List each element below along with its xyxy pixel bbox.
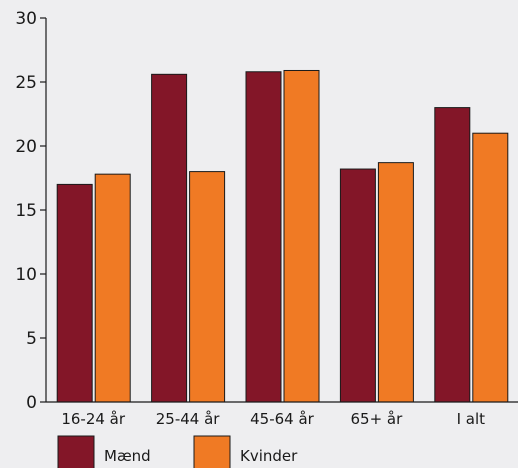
legend-swatch-kvinder	[193, 435, 231, 468]
bar-kvinder-1	[189, 171, 226, 403]
x-tick-label: 65+ år	[351, 410, 404, 428]
legend-label-kvinder: Kvinder	[240, 447, 298, 465]
bars	[56, 69, 509, 403]
bar-kvinder-3	[377, 162, 414, 403]
x-tick-label: 25-44 år	[156, 410, 221, 428]
bar-maend-3	[339, 168, 376, 403]
x-tick-label: I alt	[457, 410, 486, 428]
y-axis: 0 5 10 15 20 25 30	[15, 9, 47, 413]
legend: Mænd Kvinder	[57, 435, 298, 468]
legend-swatch-maend	[57, 435, 95, 468]
bar-maend-1	[151, 73, 188, 403]
x-tick-label: 45-64 år	[250, 410, 315, 428]
x-tick-label: 16-24 år	[61, 410, 126, 428]
y-tick-label: 25	[15, 73, 37, 93]
bar-kvinder-0	[94, 173, 131, 403]
y-tick-label: 10	[15, 265, 37, 285]
y-tick-label: 15	[15, 201, 37, 221]
bar-maend-2	[245, 71, 282, 403]
x-axis: 16-24 år 25-44 år 45-64 år 65+ år I alt	[46, 401, 518, 428]
legend-label-maend: Mænd	[104, 447, 151, 465]
y-tick-label: 0	[26, 393, 37, 413]
bar-maend-0	[56, 183, 93, 403]
y-tick-label: 20	[15, 137, 37, 157]
bar-kvinder-4	[472, 132, 509, 403]
bar-maend-4	[434, 107, 471, 403]
bar-kvinder-2	[283, 69, 320, 403]
y-tick-label: 30	[15, 9, 37, 29]
y-tick-label: 5	[26, 329, 37, 349]
